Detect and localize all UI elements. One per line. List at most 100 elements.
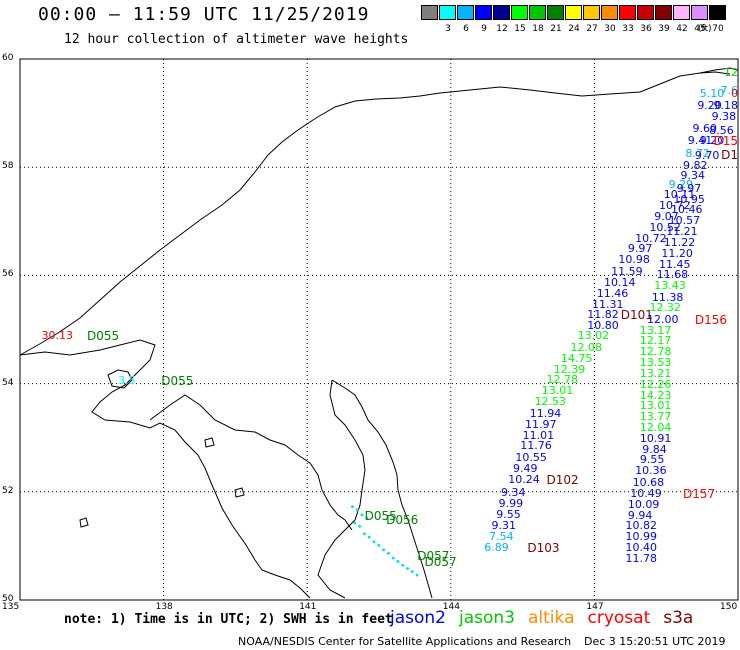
wave-height-value: 9.84 xyxy=(642,442,667,456)
wave-height-value: 14.23 xyxy=(639,388,672,402)
latitude-label: 58 xyxy=(2,161,14,172)
coastline-mainland-south xyxy=(261,569,311,599)
scale-label: 33 xyxy=(622,24,634,34)
wave-height-value: 9.55 xyxy=(496,507,521,521)
wave-height-value: 9.29 xyxy=(668,177,694,191)
map-subtitle: 12 hour collection of altimeter wave hei… xyxy=(64,32,409,47)
generation-timestamp: Dec 3 15:20:51 UTC 2019 xyxy=(584,635,726,648)
wave-height-value: 10.11 xyxy=(663,188,696,202)
wave-height-value: 12.17 xyxy=(639,334,672,348)
wave-height-value: 9.60 xyxy=(692,122,718,136)
scale-label: 6 xyxy=(463,24,469,34)
wave-height-value: 11.94 xyxy=(529,406,562,420)
coastline-east-kamchatka-shelf xyxy=(699,67,739,74)
wave-height-value: 9.99 xyxy=(498,496,524,510)
longitude-label: 144 xyxy=(442,602,460,612)
wave-height-value: 9.55 xyxy=(639,453,665,467)
wave-height-value: 13.02 xyxy=(577,328,610,342)
wave-height-value: 10.57 xyxy=(668,214,701,228)
pass-label: D055 xyxy=(364,509,397,524)
wave-height-value: 8.56 xyxy=(709,123,734,137)
pass-label: D056 xyxy=(386,512,419,527)
wave-height-value: 7.6 xyxy=(720,84,739,98)
wave-height-value: 10.36 xyxy=(635,464,667,478)
wave-height-value: 12.53 xyxy=(534,394,567,408)
wave-height-value: 9.70 xyxy=(694,149,720,163)
wave-height-value: 10.24 xyxy=(508,472,540,486)
latitude-label: 50 xyxy=(2,594,14,604)
scale-swatch xyxy=(493,5,510,20)
scale-label: 18 xyxy=(532,24,544,34)
scale-label: 45 xyxy=(694,24,706,34)
pass-label: D156 xyxy=(694,312,728,327)
wave-height-value: 12.39 xyxy=(553,362,586,376)
scale-swatch xyxy=(439,5,456,20)
wave-height-value: 30.13 xyxy=(41,328,74,342)
wave-height-value: 13.01 xyxy=(541,384,574,398)
wave-height-value: 11.21 xyxy=(666,225,698,239)
wave-height-value: 9.94 xyxy=(627,508,653,522)
scale-swatch xyxy=(529,5,546,20)
pass-label: D102 xyxy=(546,472,579,487)
scale-swatch xyxy=(691,5,708,20)
pass-label: D055 xyxy=(87,328,120,343)
wave-height-value: 9.97 xyxy=(676,181,702,195)
latitude-label: 56 xyxy=(2,269,14,280)
wave-height-value: 10.99 xyxy=(625,530,658,544)
pass-label: D057 xyxy=(417,548,450,563)
wave-height-value: 12.78 xyxy=(639,345,672,359)
map-title: 00:00 – 11:59 UTC 11/25/2019 xyxy=(38,4,370,25)
wave-height-value: 12.26 xyxy=(639,377,672,391)
pass-label: D057 xyxy=(424,555,457,570)
wave-height-value: 9.34 xyxy=(501,485,526,499)
wave-height-value: 11.59 xyxy=(611,265,643,279)
scale-label: 9 xyxy=(481,24,487,34)
wave-height-value: 12.08 xyxy=(570,340,602,354)
scale-label: 24 xyxy=(568,24,580,34)
latitude-label: 52 xyxy=(2,485,14,496)
pass-label: D055 xyxy=(161,373,194,388)
wave-height-value: 10.82 xyxy=(625,519,658,533)
scale-swatch xyxy=(511,5,528,20)
wave-height-value: 9.82 xyxy=(682,158,708,172)
wave-height-value: 9.49 xyxy=(513,462,538,476)
wave-height-value: 9.20 xyxy=(699,134,725,148)
pass-label: D157 xyxy=(682,486,716,501)
wave-height-value: 9.34 xyxy=(680,169,706,183)
scale-label: 3 xyxy=(445,24,451,34)
scale-swatch xyxy=(673,5,690,20)
wave-height-value: 12 xyxy=(724,65,738,79)
wave-height-value: 10.72 xyxy=(635,231,667,245)
wave-height-value: 14.75 xyxy=(560,351,593,365)
latitude-label: 60 xyxy=(2,53,14,63)
wave-height-value: 11.38 xyxy=(651,291,684,305)
scale-label: 21 xyxy=(550,24,562,34)
legend-item-jason2: jason2 xyxy=(390,608,446,628)
wave-height-value: 10.95 xyxy=(673,192,705,206)
wave-height-value: 11.76 xyxy=(520,439,552,453)
wave-height-value: 12.78 xyxy=(546,373,579,387)
wave-height-value: 9.07 xyxy=(654,209,679,223)
legend-item-altika: altika xyxy=(528,608,575,628)
wave-height-value: 9.31 xyxy=(491,519,516,533)
wave-height-value: 10.52 xyxy=(649,220,681,234)
wave-height-value: 10.68 xyxy=(632,476,665,490)
wave-height-value: 11.31 xyxy=(592,297,624,311)
wave-height-value: 11.68 xyxy=(656,268,689,282)
scale-swatch xyxy=(601,5,618,20)
scale-swatch xyxy=(709,5,726,20)
credit-line: NOAA/NESDIS Center for Satellite Applica… xyxy=(238,635,572,648)
wave-height-value: 13.21 xyxy=(639,366,672,380)
wave-height-value: 10.55 xyxy=(515,451,547,465)
longitude-label: 141 xyxy=(299,602,317,612)
island-outline xyxy=(79,369,245,528)
pass-label: D103 xyxy=(527,541,560,556)
wave-height-value: 10.14 xyxy=(603,275,636,289)
coastline-shantar-bay xyxy=(19,339,263,571)
wave-height-value: 11.46 xyxy=(596,286,629,300)
latitude-label: 54 xyxy=(2,377,14,388)
legend-item-jason3: jason3 xyxy=(459,608,515,628)
scale-swatch xyxy=(547,5,564,20)
wave-height-value: 11.01 xyxy=(522,428,555,442)
wave-height-value: 9.38 xyxy=(711,109,737,123)
